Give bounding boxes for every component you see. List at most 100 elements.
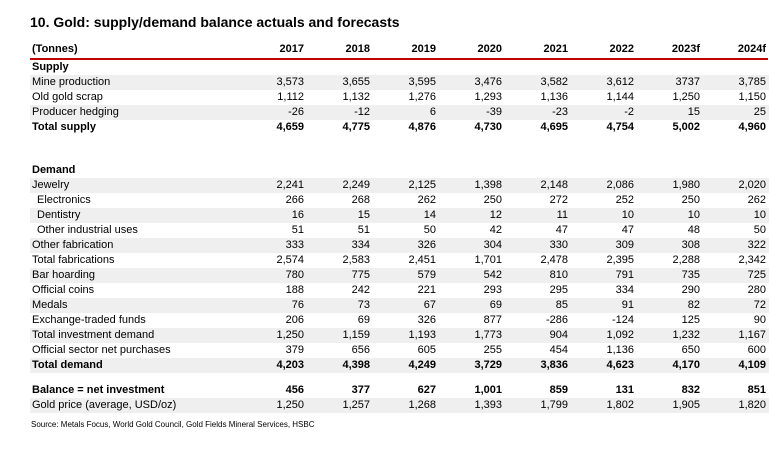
table-row: Other industrial uses 51 51 50 42 47 47 48 50 xyxy=(30,223,769,238)
header-row: (Tonnes) 2017 2018 2019 2020 2021 2022 2… xyxy=(30,41,769,60)
column-header-2020: 2020 xyxy=(438,41,504,60)
value-cell: 1,773 xyxy=(438,328,504,343)
value-cell: 252 xyxy=(615,194,634,206)
row-label: Official coins xyxy=(32,284,95,296)
value-cell: 266 xyxy=(285,194,304,206)
value-cell: 3,582 xyxy=(504,75,570,90)
table-row: Other fabrication 333 334 326 304 330 309 308 32… xyxy=(30,238,769,253)
value-cell: 810 xyxy=(504,268,570,283)
value-cell: 542 xyxy=(438,268,504,283)
value-cell: -2 xyxy=(570,105,636,120)
value-cell: 326 xyxy=(372,238,438,253)
value-cell: 2,574 xyxy=(276,254,304,266)
value-cell: 47 xyxy=(621,224,634,236)
value-cell xyxy=(702,163,768,178)
value-cell: 1,092 xyxy=(570,328,636,343)
page-title: 10. Gold: supply/demand balance actuals … xyxy=(30,14,400,30)
table-row: Total investment demand 1,250 1,159 1,193 1,… xyxy=(30,328,769,343)
value-cell: 255 xyxy=(483,344,502,356)
value-cell: 3,595 xyxy=(372,75,438,90)
value-cell: 69 xyxy=(357,314,370,326)
value-cell: 221 xyxy=(417,284,436,296)
value-cell: 6 xyxy=(372,105,438,120)
value-cell: 330 xyxy=(504,238,570,253)
row-label: Electronics xyxy=(37,194,91,206)
table-row: Mine production 3,573 3,655 3,595 3,476 3,582… xyxy=(30,75,769,90)
value-cell: 1,136 xyxy=(606,344,634,356)
value-cell: 76 xyxy=(240,298,306,313)
table-row: Total supply 4,659 4,775 4,876 4,730 4,695 4,7… xyxy=(30,120,769,135)
value-cell: 11 xyxy=(504,208,570,223)
value-cell xyxy=(570,59,636,75)
value-cell: 85 xyxy=(504,298,570,313)
row-label: Total supply xyxy=(32,121,96,133)
value-cell: 51 xyxy=(357,224,370,236)
value-cell: 4,960 xyxy=(738,121,766,133)
value-cell: 131 xyxy=(615,384,634,396)
value-cell: 73 xyxy=(306,298,372,313)
value-cell: 4,775 xyxy=(342,121,370,133)
value-cell: 832 xyxy=(681,384,700,396)
value-cell: 775 xyxy=(306,268,372,283)
value-cell: 454 xyxy=(549,344,568,356)
value-cell: 293 xyxy=(483,284,502,296)
value-cell: 333 xyxy=(240,238,306,253)
row-label: Demand xyxy=(32,164,76,176)
value-cell: -26 xyxy=(240,105,306,120)
column-header-2017: 2017 xyxy=(240,41,306,60)
value-cell: 4,109 xyxy=(702,358,768,373)
value-cell: 3,655 xyxy=(306,75,372,90)
value-cell: 272 xyxy=(549,194,568,206)
value-cell: 1,257 xyxy=(306,398,372,413)
section-row: Supply xyxy=(30,59,769,75)
value-cell: 42 xyxy=(489,224,502,236)
value-cell: 4,876 xyxy=(408,121,436,133)
value-cell: 1,250 xyxy=(240,328,306,343)
value-cell: 600 xyxy=(747,344,766,356)
value-cell: 627 xyxy=(417,384,436,396)
row-label: Total demand xyxy=(30,358,240,373)
value-cell xyxy=(372,163,438,178)
table-row: Total fabrications 2,574 2,583 2,451 1,701 2,… xyxy=(30,253,769,268)
value-cell: 308 xyxy=(636,238,702,253)
report-page: 10. Gold: supply/demand balance actuals … xyxy=(30,14,769,429)
value-cell: 4,623 xyxy=(570,358,636,373)
spacer-cell xyxy=(30,135,769,163)
value-cell: 72 xyxy=(702,298,768,313)
value-cell: 25 xyxy=(702,105,768,120)
unit-label: (Tonnes) xyxy=(30,41,240,60)
value-cell: 780 xyxy=(240,268,306,283)
value-cell: 904 xyxy=(504,328,570,343)
value-cell: 50 xyxy=(753,224,766,236)
row-label: Gold price (average, USD/oz) xyxy=(30,398,240,413)
value-cell: 2,288 xyxy=(672,254,700,266)
value-cell: 1,001 xyxy=(474,384,502,396)
value-cell: 1,820 xyxy=(702,398,768,413)
source-note: Source: Metals Focus, World Gold Council… xyxy=(31,420,315,429)
value-cell: 1,136 xyxy=(540,91,568,103)
value-cell: 4,695 xyxy=(540,121,568,133)
value-cell: 3,785 xyxy=(702,75,768,90)
value-cell: 268 xyxy=(351,194,370,206)
value-cell: 10 xyxy=(702,208,768,223)
row-label: Jewelry xyxy=(30,178,240,193)
value-cell: 82 xyxy=(636,298,702,313)
value-cell: 2,451 xyxy=(408,254,436,266)
value-cell: 4,659 xyxy=(276,121,304,133)
value-cell: 14 xyxy=(372,208,438,223)
value-cell: 2,148 xyxy=(504,178,570,193)
value-cell: 10 xyxy=(636,208,702,223)
table-row: Balance = net investment 456 377 627 1,001 85… xyxy=(30,383,769,398)
table-row: Jewelry 2,241 2,249 2,125 1,398 2,148 2,086 1,9… xyxy=(30,178,769,193)
value-cell: -23 xyxy=(504,105,570,120)
value-cell: 3737 xyxy=(636,75,702,90)
row-label: Dentistry xyxy=(30,208,240,223)
value-cell: 1,193 xyxy=(372,328,438,343)
value-cell: 2,086 xyxy=(570,178,636,193)
table-row: Bar hoarding 780 775 579 542 810 791 735 725 xyxy=(30,268,769,283)
value-cell: 290 xyxy=(681,284,700,296)
value-cell: 1,268 xyxy=(372,398,438,413)
value-cell: 125 xyxy=(681,314,700,326)
row-label: Official sector net purchases xyxy=(32,344,171,356)
value-cell: 1,398 xyxy=(438,178,504,193)
